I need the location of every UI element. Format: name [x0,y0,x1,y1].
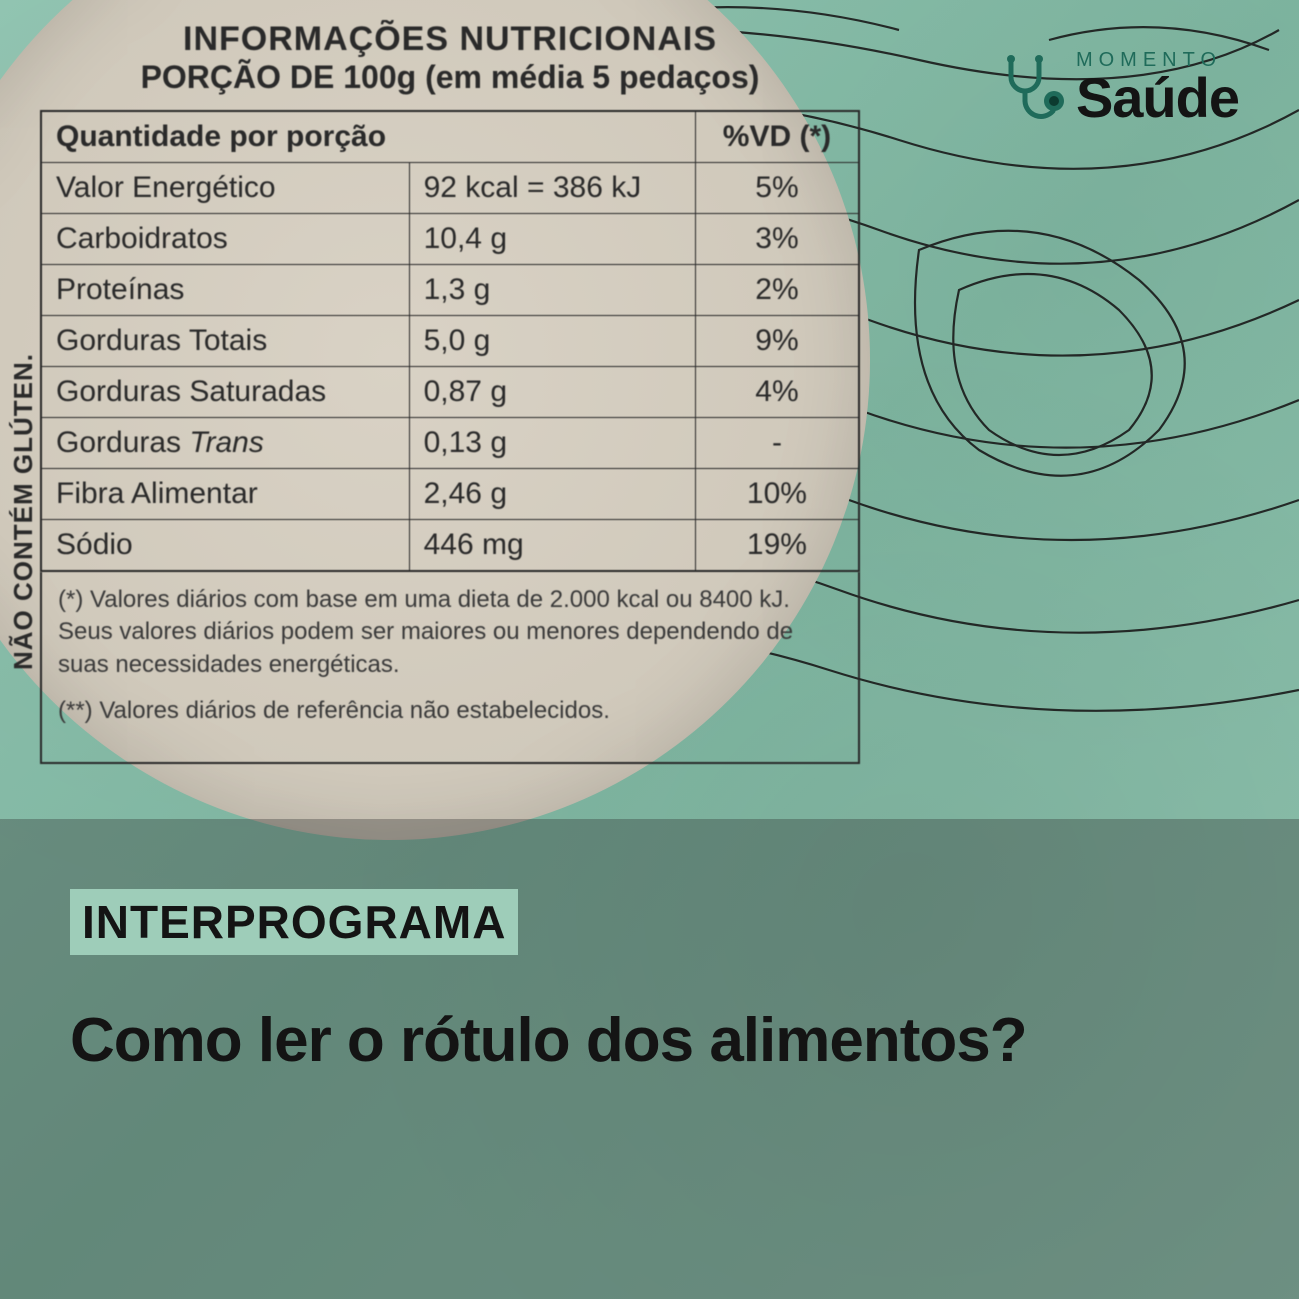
row-value: 0,13 g [409,418,695,469]
row-name: Sódio [41,520,409,572]
nutrition-subtitle: PORÇÃO DE 100g (em média 5 pedaços) [40,59,860,96]
banner-headline: Como ler o rótulo dos alimentos? [70,1005,1229,1076]
row-vd: 5% [695,163,859,214]
footnote-2: (**) Valores diários de referência não e… [58,695,842,727]
table-row: Gorduras Trans0,13 g- [41,418,859,469]
row-value: 2,46 g [409,469,695,520]
stethoscope-icon [996,53,1066,123]
table-header-row: Quantidade por porção %VD (*) [41,111,859,163]
row-name: Gorduras Trans [41,418,409,469]
logo-big-text: Saúde [1076,70,1239,126]
row-value: 1,3 g [409,265,695,316]
row-vd: 4% [695,367,859,418]
row-name: Fibra Alimentar [41,469,409,520]
row-name: Carboidratos [41,214,409,265]
row-vd: 9% [695,316,859,367]
table-row: Gorduras Saturadas0,87 g4% [41,367,859,418]
banner-tag: INTERPROGRAMA [70,889,518,955]
bottom-banner: INTERPROGRAMA Como ler o rótulo dos alim… [0,819,1299,1299]
row-vd: 2% [695,265,859,316]
row-name: Proteínas [41,265,409,316]
row-name: Gorduras Saturadas [41,367,409,418]
nutrition-table: Quantidade por porção %VD (*) Valor Ener… [40,110,860,572]
row-value: 0,87 g [409,367,695,418]
row-vd: - [695,418,859,469]
row-value: 92 kcal = 386 kJ [409,163,695,214]
row-vd: 19% [695,520,859,572]
table-row: Valor Energético92 kcal = 386 kJ5% [41,163,859,214]
table-row: Sódio446 mg19% [41,520,859,572]
row-name: Gorduras Totais [41,316,409,367]
row-vd: 3% [695,214,859,265]
table-row: Proteínas1,3 g2% [41,265,859,316]
row-value: 446 mg [409,520,695,572]
nutrition-footnotes: (*) Valores diários com base em uma diet… [40,572,860,764]
header-vd: %VD (*) [695,111,859,163]
table-row: Carboidratos10,4 g3% [41,214,859,265]
row-value: 10,4 g [409,214,695,265]
nutrition-label-content: INFORMAÇÕES NUTRICIONAIS PORÇÃO DE 100g … [40,20,860,764]
table-row: Gorduras Totais5,0 g9% [41,316,859,367]
row-value: 5,0 g [409,316,695,367]
brand-logo: MOMENTO Saúde [996,50,1239,126]
nutrition-title: INFORMAÇÕES NUTRICIONAIS [40,20,860,59]
gluten-free-side-text: NÃO CONTÉM GLÚTEN. [8,353,39,670]
row-name: Valor Energético [41,163,409,214]
table-row: Fibra Alimentar2,46 g10% [41,469,859,520]
row-vd: 10% [695,469,859,520]
header-qty: Quantidade por porção [41,111,695,163]
footnote-1: (*) Valores diários com base em uma diet… [58,584,842,681]
